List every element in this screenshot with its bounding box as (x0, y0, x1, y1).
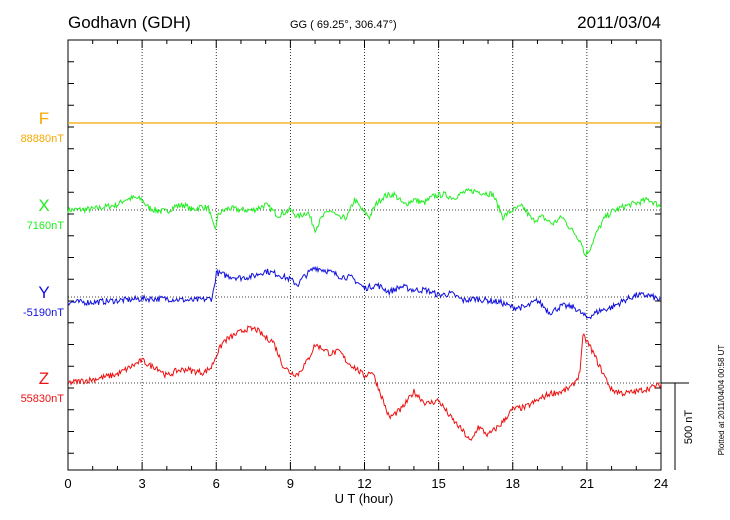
plotted-timestamp: Plotted at 2011/04/04 00:58 UT (717, 345, 726, 456)
trace-x (67, 188, 662, 258)
trace-y (67, 265, 662, 320)
x-tick-label: 18 (506, 476, 520, 491)
x-tick-label: 6 (213, 476, 220, 491)
x-tick-labels: 0 3 6 9 12 15 18 21 24 (64, 476, 668, 491)
component-traces (67, 122, 662, 442)
component-name-f: F (39, 109, 49, 128)
scale-bar: 500 nT (661, 382, 695, 470)
baseline-value-y: -5190nT (23, 307, 64, 319)
x-axis-label: U T (hour) (335, 491, 394, 506)
x-tick-label: 0 (64, 476, 71, 491)
component-name-x: X (38, 196, 49, 215)
trace-z (68, 325, 662, 442)
scale-bar-label: 500 nT (683, 410, 695, 445)
axis-ticks (67, 39, 662, 470)
x-tick-label: 24 (654, 476, 668, 491)
baseline-value-x: 7160nT (27, 220, 65, 232)
x-tick-label: 9 (287, 476, 294, 491)
component-name-z: Z (39, 369, 49, 388)
station-title: Godhavn (GDH) (68, 13, 191, 32)
x-tick-label: 3 (139, 476, 146, 491)
baseline-value-z: 55830nT (21, 393, 65, 405)
x-tick-label: 15 (431, 476, 445, 491)
baseline-value-f: 88880nT (21, 133, 65, 145)
x-tick-label: 12 (357, 476, 371, 491)
component-labels: F 88880nT X 7160nT Y -5190nT Z 55830nT (21, 109, 65, 405)
x-tick-label: 21 (580, 476, 594, 491)
plot-date: 2011/03/04 (577, 13, 661, 32)
component-name-y: Y (38, 283, 49, 302)
station-coordinates: GG ( 69.25°, 306.47°) (290, 19, 397, 31)
plot-frame (67, 39, 662, 471)
